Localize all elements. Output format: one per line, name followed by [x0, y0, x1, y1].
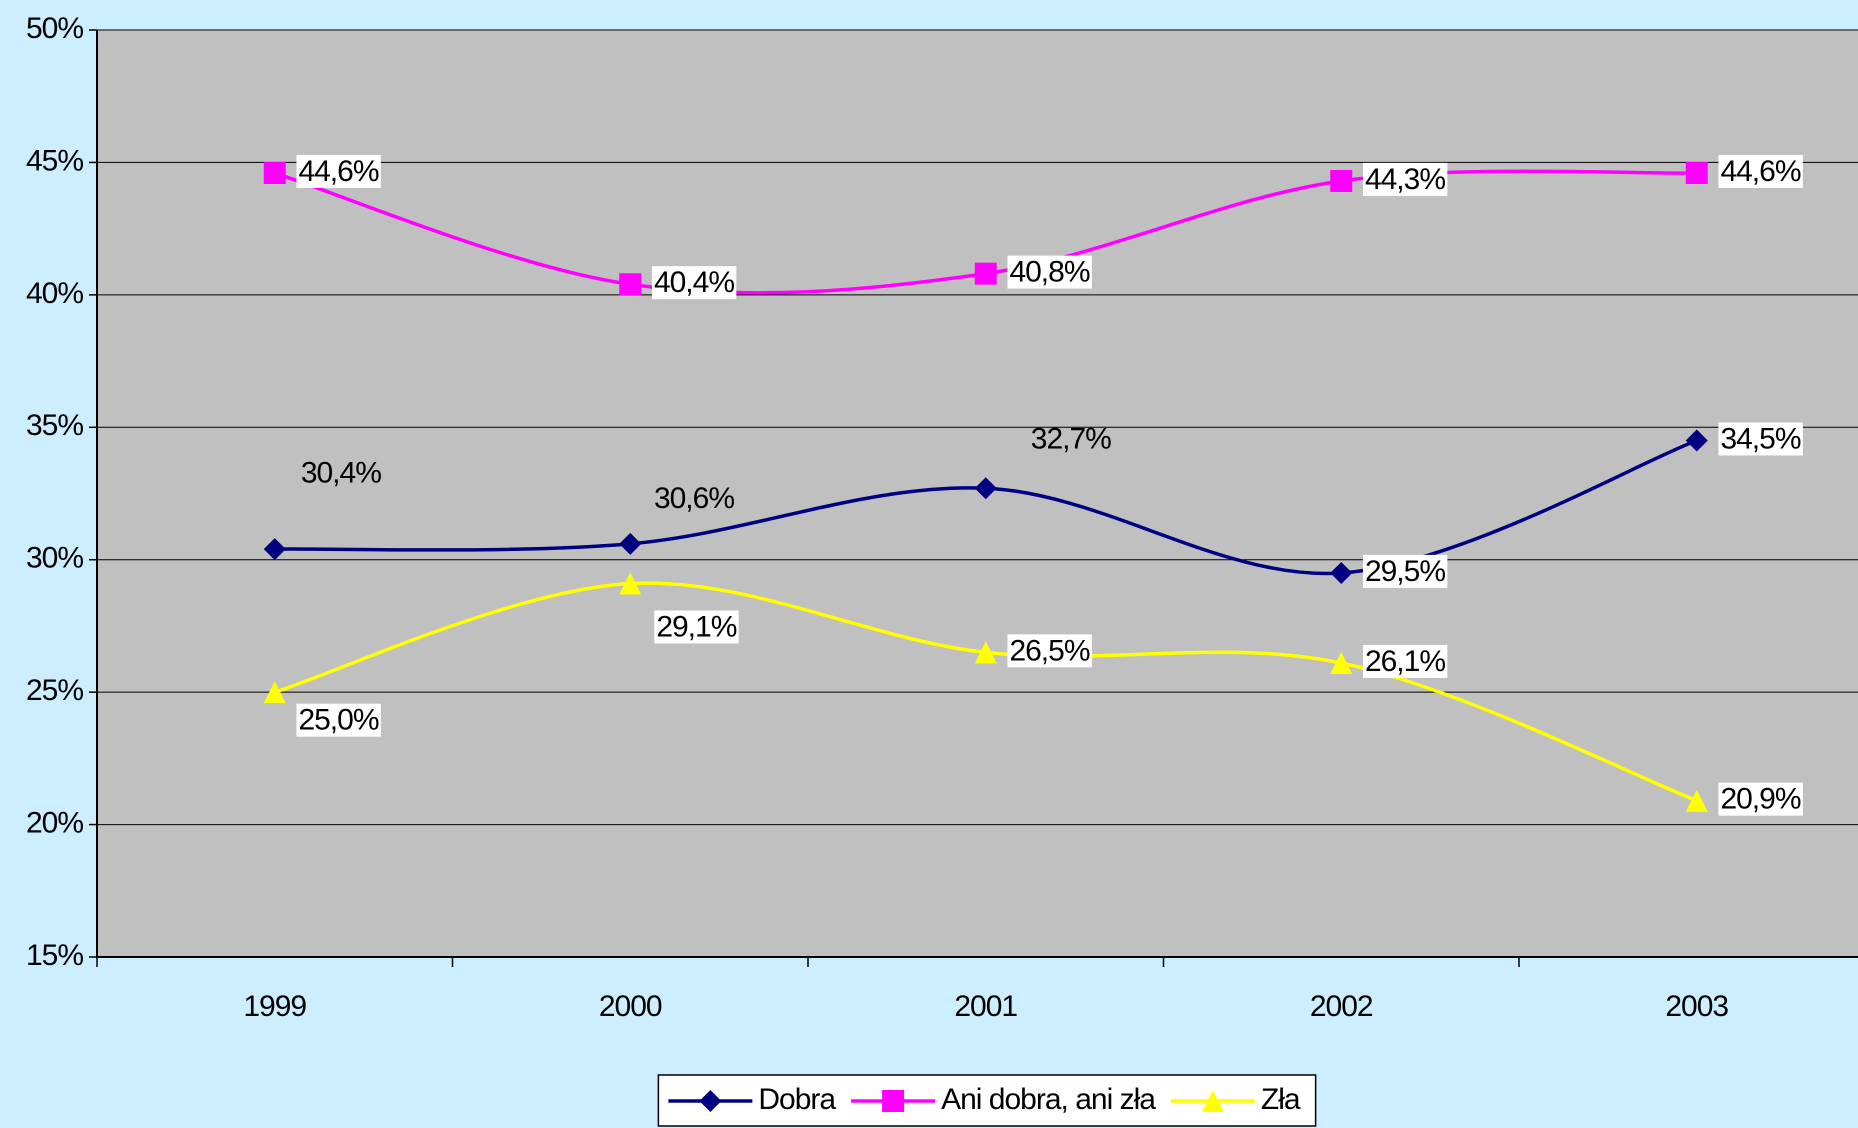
marker	[619, 572, 642, 595]
legend-marker	[882, 1090, 905, 1112]
y-tick-label: 35%	[26, 409, 83, 442]
data-label-group: 44,6%	[296, 154, 381, 188]
x-tick-label: 2001	[954, 990, 1017, 1023]
data-label-bg	[651, 266, 737, 300]
marker	[1685, 162, 1708, 185]
data-label-group: 30,4%	[301, 456, 382, 489]
data-label-bg	[1007, 255, 1092, 289]
plot-area	[97, 30, 1858, 957]
legend-label: Ani dobra, ani zła	[941, 1083, 1156, 1116]
data-label: 26,5%	[1009, 634, 1089, 667]
data-label: 29,5%	[1365, 555, 1445, 588]
x-tick-label: 2003	[1665, 990, 1728, 1023]
marker	[1685, 789, 1708, 812]
data-label-bg	[1362, 162, 1448, 196]
data-label: 40,8%	[1009, 256, 1089, 289]
data-label: 44,3%	[1365, 163, 1445, 196]
legend: Dobra Ani dobra, ani zła Zła	[657, 1074, 1317, 1127]
data-label-bg	[1362, 644, 1448, 678]
y-tick-label: 20%	[26, 806, 83, 839]
data-label-group: 29,5%	[1362, 554, 1448, 588]
data-label: 25,0%	[298, 704, 378, 737]
data-label: 30,4%	[301, 456, 381, 489]
data-label: 20,9%	[1720, 783, 1800, 816]
y-tick-label: 50%	[26, 12, 83, 45]
data-label: 32,7%	[1031, 423, 1111, 456]
y-tick-label: 15%	[26, 939, 83, 972]
data-label: 44,6%	[298, 155, 378, 188]
legend-label: Zła	[1261, 1083, 1301, 1116]
marker	[1330, 652, 1353, 675]
data-label: 29,1%	[656, 611, 736, 644]
data-label-bg	[296, 154, 381, 188]
data-label-group: 29,1%	[654, 610, 739, 644]
marker	[974, 641, 997, 664]
data-label-bg	[296, 703, 381, 737]
data-label: 26,1%	[1365, 645, 1445, 678]
marker	[974, 477, 997, 500]
data-label-bg	[1718, 422, 1803, 456]
data-label-group: 40,4%	[651, 266, 737, 300]
marker	[263, 681, 286, 704]
data-label-bg	[654, 610, 739, 644]
data-label-group: 32,7%	[1031, 423, 1112, 456]
x-tick-label: 1999	[243, 990, 306, 1023]
data-label-group: 20,9%	[1718, 782, 1803, 816]
marker	[1330, 169, 1353, 192]
data-label-group: 25,0%	[296, 703, 381, 737]
legend-marker	[1201, 1090, 1224, 1112]
data-label-group: 44,3%	[1362, 162, 1448, 196]
x-tick-label: 2002	[1310, 990, 1373, 1023]
y-tick-label: 30%	[26, 542, 83, 575]
data-label-group: 44,6%	[1718, 154, 1803, 188]
marker	[619, 273, 642, 296]
data-label: 40,4%	[654, 266, 734, 299]
data-label-bg	[1718, 782, 1803, 816]
data-label: 44,6%	[1720, 155, 1800, 188]
marker	[1685, 429, 1708, 452]
y-tick-label: 25%	[26, 674, 83, 707]
legend-label: Dobra	[758, 1083, 836, 1116]
data-label-group: 26,5%	[1007, 634, 1092, 668]
marker	[263, 538, 286, 561]
data-label-group: 40,8%	[1007, 255, 1092, 289]
data-label: 34,5%	[1720, 422, 1800, 455]
marker	[974, 262, 997, 285]
marker	[1330, 561, 1353, 584]
data-label-group: 26,1%	[1362, 644, 1448, 678]
marker	[619, 532, 642, 555]
data-label-bg	[1718, 154, 1803, 188]
data-label-group: 30,6%	[654, 482, 735, 515]
data-label-bg	[1007, 634, 1092, 668]
x-tick-label: 2000	[599, 990, 662, 1023]
y-tick-label: 40%	[26, 277, 83, 310]
marker	[263, 162, 286, 185]
data-label-bg	[1362, 554, 1448, 588]
data-label-group: 34,5%	[1718, 422, 1803, 456]
y-tick-label: 45%	[26, 144, 83, 177]
data-label: 30,6%	[654, 482, 734, 515]
legend-marker	[699, 1090, 722, 1112]
